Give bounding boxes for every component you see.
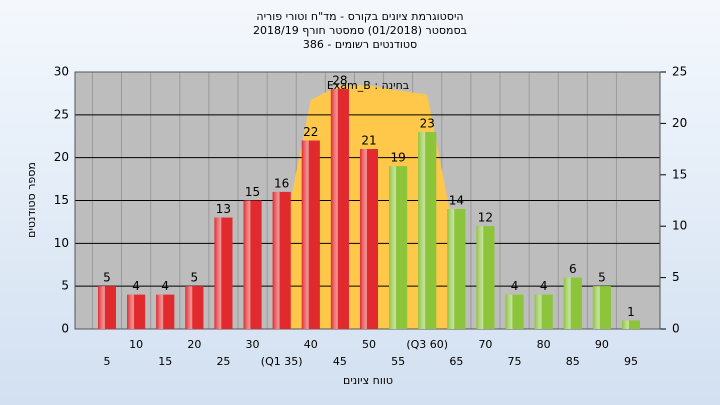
annotation: Exam_B : בחינה xyxy=(327,79,409,92)
y-tick-label: 20 xyxy=(54,150,69,164)
bar xyxy=(156,294,175,329)
y2-tick-label: 10 xyxy=(672,219,687,233)
bar xyxy=(592,286,611,329)
y-axis-label: מספר סטודנטים xyxy=(25,162,38,238)
x-tick-label: 55 xyxy=(391,355,405,368)
data-label: 5 xyxy=(103,271,111,285)
y-tick-label: 0 xyxy=(61,322,69,336)
bar xyxy=(534,294,553,329)
bar xyxy=(127,294,146,329)
data-label: 28 xyxy=(332,74,347,88)
x-axis-label: טווח ציונים xyxy=(343,374,393,387)
data-label: 14 xyxy=(449,194,464,208)
data-label: 22 xyxy=(303,125,318,139)
data-label: 21 xyxy=(361,134,376,148)
x-tick-label: 90 xyxy=(595,338,609,351)
bar xyxy=(360,149,378,329)
y-tick-label: 15 xyxy=(54,193,69,207)
data-label: 5 xyxy=(598,271,606,285)
y-tick-label: 5 xyxy=(61,279,69,293)
data-label: 16 xyxy=(274,176,289,190)
data-label: 5 xyxy=(191,271,199,285)
x-tick-label: 30 xyxy=(246,338,260,351)
y2-tick-label: 0 xyxy=(672,322,680,336)
bar xyxy=(418,131,437,329)
bar xyxy=(301,140,320,329)
data-label: 23 xyxy=(420,116,435,130)
bar xyxy=(243,200,262,329)
x-tick-label: (Q1 35) xyxy=(261,355,303,368)
x-tick-label: 95 xyxy=(624,355,638,368)
x-tick-label: 75 xyxy=(508,355,522,368)
y2-tick-label: 20 xyxy=(672,116,687,130)
x-tick-label: 50 xyxy=(362,338,376,351)
x-tick-label: 85 xyxy=(566,355,580,368)
bar xyxy=(476,226,495,329)
bar xyxy=(272,191,291,329)
x-tick-label: 70 xyxy=(478,338,492,351)
y2-tick-label: 15 xyxy=(672,167,687,181)
y2-tick-label: 25 xyxy=(672,65,687,79)
x-tick-label: (Q3 60) xyxy=(406,338,448,351)
chart-title: היסטוגרמת ציונים בקורס - מד"ח וטורי פורי… xyxy=(256,10,463,23)
bar xyxy=(563,277,582,329)
y2-tick-label: 5 xyxy=(672,270,680,284)
bar xyxy=(447,209,466,329)
bar xyxy=(389,166,408,329)
data-label: 4 xyxy=(540,279,548,293)
y-tick-label: 25 xyxy=(54,107,69,121)
data-label: 4 xyxy=(132,279,140,293)
x-tick-label: 80 xyxy=(537,338,551,351)
x-tick-label: 20 xyxy=(187,338,201,351)
data-label: 1 xyxy=(627,305,635,319)
subtitle: 386 - סטודנטים רשומים xyxy=(303,38,417,51)
bar xyxy=(214,217,233,329)
bar xyxy=(505,294,524,329)
x-tick-label: 5 xyxy=(104,355,111,368)
data-label: 19 xyxy=(390,151,405,165)
x-tick-label: 45 xyxy=(333,355,347,368)
data-label: 15 xyxy=(245,185,260,199)
y-tick-label: 10 xyxy=(54,236,69,250)
x-tick-label: 40 xyxy=(304,338,318,351)
x-tick-label: 65 xyxy=(449,355,463,368)
x-tick-label: 25 xyxy=(216,355,230,368)
subtitle: בסמסטר (01/2018) סמסטר חורף 2018/19 xyxy=(253,24,467,37)
data-label: 4 xyxy=(161,279,169,293)
x-tick-label: 10 xyxy=(129,338,143,351)
bar xyxy=(98,286,116,329)
data-label: 12 xyxy=(478,211,493,225)
data-label: 6 xyxy=(569,262,577,276)
data-label: 4 xyxy=(511,279,519,293)
bar xyxy=(622,320,640,329)
bar xyxy=(185,286,204,329)
x-tick-label: 15 xyxy=(158,355,172,368)
y-tick-label: 30 xyxy=(54,65,69,79)
bar xyxy=(330,89,349,329)
data-label: 13 xyxy=(216,202,231,216)
